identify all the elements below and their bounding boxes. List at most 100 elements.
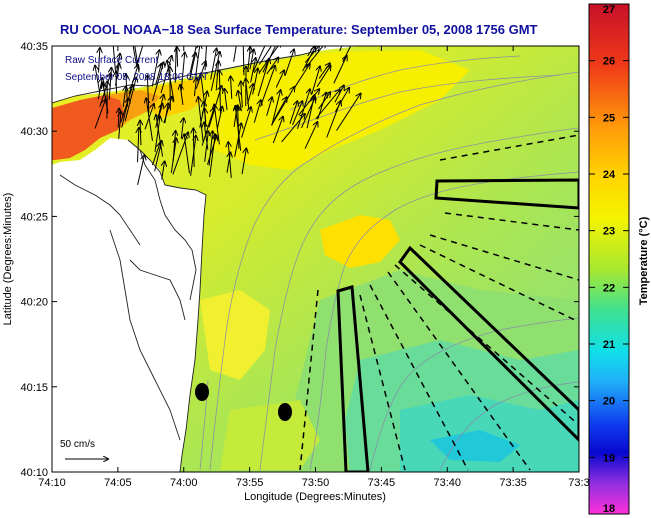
current-vector-arrow bbox=[216, 61, 218, 91]
current-vector-arrow bbox=[172, 133, 188, 175]
colorbar-tick-label: 19 bbox=[603, 452, 615, 464]
current-vector-arrow bbox=[180, 85, 183, 106]
map-plot-area: Raw Surface Current September 05, 2008 1… bbox=[52, 46, 579, 472]
current-vector-arrow bbox=[99, 48, 100, 73]
current-vector-arrow bbox=[260, 66, 276, 107]
current-vector-arrow bbox=[95, 66, 101, 92]
current-vector-arrow bbox=[210, 49, 217, 80]
current-vector-arrow bbox=[155, 64, 162, 86]
current-vector-arrow bbox=[144, 104, 154, 130]
current-vector-arrow bbox=[228, 142, 232, 178]
current-vector-arrow bbox=[204, 122, 209, 150]
radar-station-marker bbox=[195, 383, 209, 401]
y-tick-label: 40:15 bbox=[20, 382, 48, 394]
x-axis-label: Longitude (Degrees:Minutes) bbox=[244, 491, 386, 503]
current-vector-arrow bbox=[210, 52, 220, 91]
current-vector-arrow bbox=[151, 144, 159, 166]
current-vector-arrow bbox=[162, 161, 165, 180]
current-vector-arrow bbox=[339, 46, 343, 52]
colorbar-tick-label: 21 bbox=[603, 339, 615, 351]
x-tick-label: 74:05 bbox=[104, 477, 132, 489]
current-vector-arrow bbox=[272, 117, 283, 144]
current-vector-arrow bbox=[259, 46, 281, 73]
current-vector-arrow bbox=[271, 87, 294, 126]
current-vector-arrow bbox=[126, 74, 128, 107]
y-axis-label: Latitude (Degrees:Minutes) bbox=[2, 193, 14, 326]
current-vector-arrow bbox=[307, 46, 315, 57]
x-tick-label: 73:55 bbox=[236, 477, 264, 489]
current-vector-arrow bbox=[238, 105, 239, 149]
current-vector-arrow bbox=[146, 98, 153, 141]
current-vector-arrow bbox=[137, 155, 145, 185]
transect-box-diagonal bbox=[398, 245, 579, 443]
transect-dashed-lines bbox=[299, 134, 579, 471]
current-vector-arrow bbox=[135, 46, 144, 67]
current-vector-arrow bbox=[271, 90, 281, 126]
current-vector-arrow bbox=[231, 76, 232, 99]
current-vector-arrow bbox=[241, 149, 246, 175]
current-vector-arrow bbox=[311, 66, 320, 95]
current-vector-arrow bbox=[201, 108, 214, 146]
current-vector-arrow bbox=[333, 56, 347, 84]
current-vector-arrow bbox=[297, 89, 310, 129]
current-vector-arrow bbox=[316, 66, 330, 87]
current-vector-arrow bbox=[123, 86, 126, 108]
current-vector-arrow bbox=[275, 70, 284, 88]
current-vector-arrow bbox=[266, 58, 279, 75]
current-vector-arrow bbox=[318, 92, 331, 110]
y-tick-label: 40:10 bbox=[20, 467, 48, 479]
current-vector-arrow bbox=[242, 46, 245, 76]
current-vector-arrow bbox=[109, 68, 111, 100]
x-tick-label: 73:3 bbox=[568, 477, 589, 489]
figure-title: RU COOL NOAA−18 Sea Surface Temperature:… bbox=[60, 22, 538, 37]
current-vector-arrow bbox=[204, 131, 209, 162]
surface-current-vectors bbox=[94, 46, 361, 185]
current-vector-arrow bbox=[315, 90, 340, 120]
current-vector-arrow bbox=[94, 99, 105, 129]
x-tick-label: 73:40 bbox=[433, 477, 461, 489]
x-tick-label: 73:45 bbox=[368, 477, 396, 489]
y-axis: 40:35 40:30 40:25 40:20 40:15 40:10 bbox=[20, 41, 579, 479]
current-vector-arrow bbox=[247, 84, 254, 105]
current-vector-arrow bbox=[205, 109, 206, 128]
current-vector-arrow bbox=[306, 95, 314, 129]
current-vector-arrow bbox=[201, 74, 206, 107]
current-vector-arrow bbox=[119, 112, 121, 139]
current-vector-arrow bbox=[217, 107, 223, 128]
legend-current-title: Raw Surface Current bbox=[65, 55, 159, 66]
x-tick-label: 74:00 bbox=[170, 477, 198, 489]
current-vector-arrow bbox=[257, 59, 269, 97]
current-vector-arrow bbox=[334, 88, 349, 112]
colorbar-tick-label: 25 bbox=[603, 112, 615, 124]
current-vector-arrow bbox=[156, 104, 163, 124]
current-vector-arrow bbox=[180, 53, 185, 91]
current-vector-arrow bbox=[147, 76, 148, 113]
current-vector-arrow bbox=[226, 152, 230, 173]
current-vector-arrow bbox=[181, 118, 183, 139]
current-vector-arrow bbox=[252, 46, 266, 73]
current-vector-arrow bbox=[266, 97, 272, 116]
current-vector-arrow bbox=[112, 46, 116, 71]
colorbar-tick-label: 27 bbox=[603, 4, 615, 16]
current-vector-arrow bbox=[258, 46, 272, 65]
current-vector-arrow bbox=[190, 136, 196, 176]
current-vector-arrow bbox=[234, 124, 242, 157]
x-tick-label: 73:35 bbox=[499, 477, 527, 489]
current-vector-arrow bbox=[253, 100, 261, 123]
current-vector-arrow bbox=[238, 91, 242, 112]
colorbar-label: Temperature (°C) bbox=[638, 216, 650, 305]
x-tick-label: 74:10 bbox=[38, 477, 66, 489]
colorbar-tick-label: 24 bbox=[603, 169, 616, 181]
current-vector-arrow bbox=[173, 131, 175, 162]
current-vector-arrow bbox=[241, 107, 251, 138]
current-vector-arrow bbox=[207, 136, 216, 165]
current-vector-arrow bbox=[189, 53, 196, 81]
current-vector-arrow bbox=[177, 47, 178, 67]
current-vector-arrow bbox=[154, 117, 160, 152]
current-vector-arrow bbox=[233, 46, 237, 62]
current-vector-arrow bbox=[114, 64, 119, 86]
current-vector-arrow bbox=[194, 78, 196, 97]
current-vector-arrow bbox=[248, 47, 251, 73]
current-vector-arrow bbox=[293, 64, 310, 89]
current-vector-arrow bbox=[292, 101, 303, 126]
